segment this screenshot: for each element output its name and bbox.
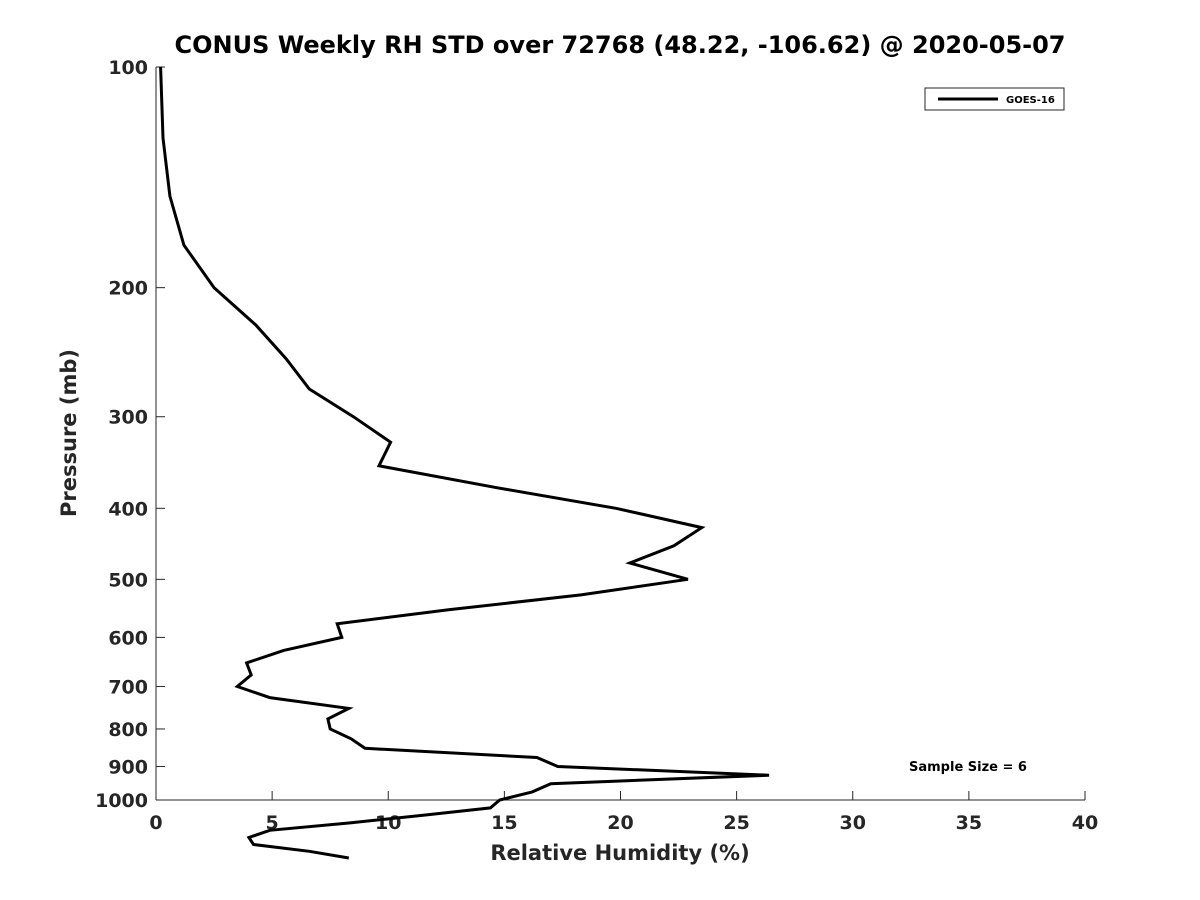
- x-axis-label: Relative Humidity (%): [490, 841, 749, 865]
- y-tick-label: 500: [108, 569, 148, 591]
- plot-area: [155, 67, 1085, 801]
- x-ticks: 0 5 10 15 20 25 30 35 40: [149, 791, 1098, 834]
- x-tick-label: 40: [1072, 812, 1098, 834]
- y-tick-label: 400: [108, 498, 148, 520]
- y-tick-label: 900: [108, 756, 148, 778]
- series-group: [159, 66, 770, 860]
- y-tick-label: 200: [108, 278, 148, 300]
- x-tick-label: 20: [607, 812, 633, 834]
- x-tick-label: 25: [723, 812, 749, 834]
- x-tick-label: 10: [375, 812, 401, 834]
- y-tick-label: 1000: [95, 790, 148, 812]
- sample-size-annotation: Sample Size = 6: [909, 760, 1027, 775]
- y-ticks: 100 200 300 400 500 600 700 800 900 1000: [95, 57, 165, 812]
- chart-title: CONUS Weekly RH STD over 72768 (48.22, -…: [174, 31, 1065, 59]
- x-tick-label: 15: [491, 812, 517, 834]
- y-tick-label: 600: [108, 627, 148, 649]
- y-tick-label: 800: [108, 719, 148, 741]
- legend-label: GOES-16: [1006, 95, 1055, 106]
- x-tick-label: 35: [956, 812, 982, 834]
- x-tick-label: 0: [149, 812, 162, 834]
- legend: GOES-16: [924, 87, 1065, 111]
- y-tick-label: 100: [108, 57, 148, 79]
- y-tick-label: 300: [108, 407, 148, 429]
- y-axis-label: Pressure (mb): [57, 349, 81, 517]
- x-tick-label: 30: [840, 812, 866, 834]
- y-tick-label: 700: [108, 676, 148, 698]
- series-line-goes-16: [159, 66, 770, 860]
